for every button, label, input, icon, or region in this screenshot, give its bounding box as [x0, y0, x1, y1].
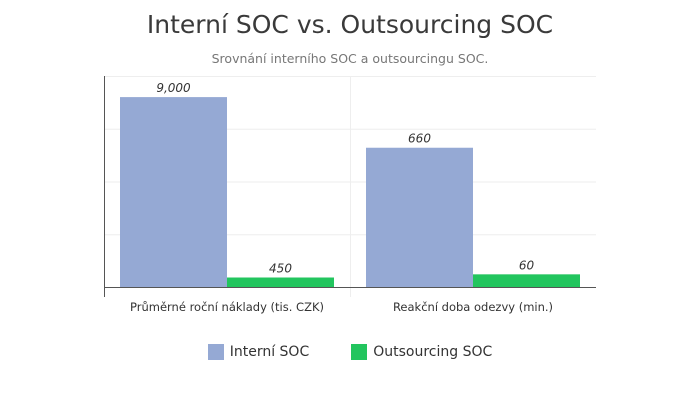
legend-label-outsourcing-soc: Outsourcing SOC	[373, 344, 493, 360]
chart-title: Interní SOC vs. Outsourcing SOC	[146, 10, 554, 39]
axes	[104, 76, 596, 297]
bar-1-0[interactable]	[227, 277, 334, 287]
legend-item-interni-soc[interactable]: Interní SOC	[207, 344, 310, 360]
legend-label-interni-soc: Interní SOC	[229, 344, 310, 360]
bar-0-1[interactable]	[366, 147, 473, 287]
chart-subtitle: Srovnání interního SOC a outsourcingu SO…	[211, 51, 489, 66]
legend-swatch-outsourcing-soc	[351, 344, 368, 360]
bars	[120, 97, 580, 287]
data-label-1-1: 60	[519, 258, 535, 272]
data-label-0-1: 660	[408, 132, 431, 146]
data-labels: 9,000 450 Průměrné roční náklady (tis. CZK…	[130, 81, 553, 314]
category-label-0: Průměrné roční náklady (tis. CZK)	[130, 300, 324, 314]
data-label-0-0: 9,000	[156, 81, 191, 95]
bar-0-0[interactable]	[120, 97, 227, 287]
legend-item-outsourcing-soc[interactable]: Outsourcing SOC	[351, 344, 492, 360]
bar-1-1[interactable]	[473, 274, 580, 287]
data-label-1-0: 450	[269, 262, 292, 276]
legend: Interní SOC Outsourcing SOC	[0, 344, 700, 360]
category-label-1: Reakční doba odezvy (min.)	[393, 300, 553, 314]
legend-swatch-interni-soc	[207, 344, 224, 360]
